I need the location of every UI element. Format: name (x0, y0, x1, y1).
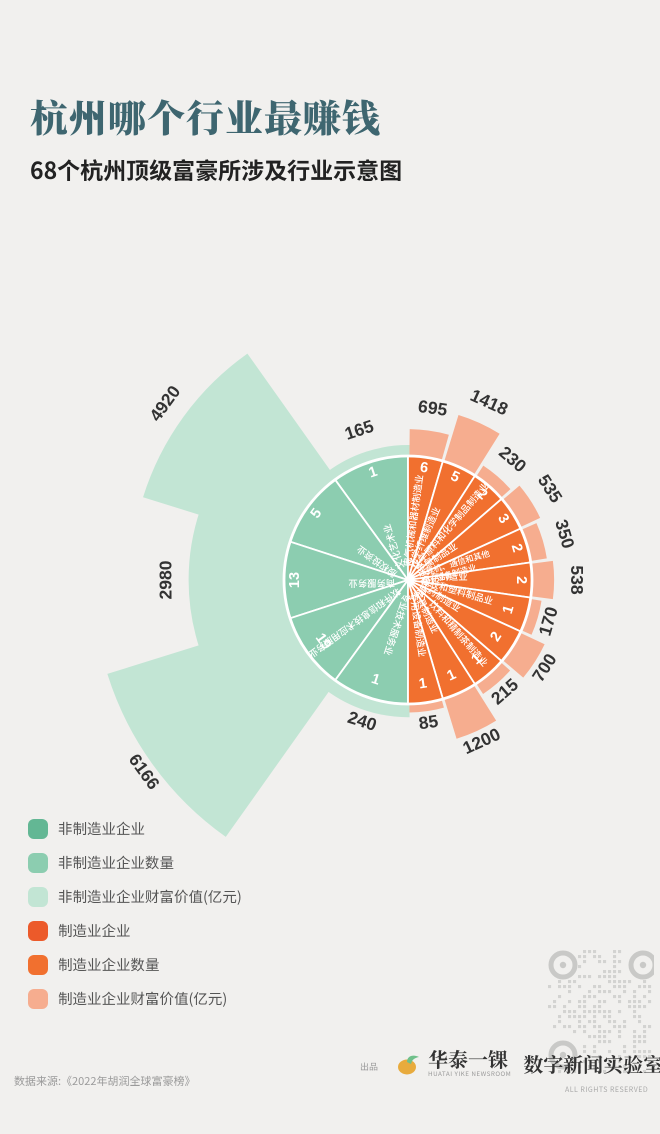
svg-text:695: 695 (417, 396, 449, 420)
svg-text:4920: 4920 (145, 381, 184, 424)
svg-text:538: 538 (567, 565, 587, 594)
svg-text:1418: 1418 (467, 385, 511, 419)
svg-text:商务服务业: 商务服务业 (349, 577, 396, 591)
svg-text:2: 2 (513, 576, 529, 584)
svg-text:535: 535 (534, 471, 567, 507)
svg-text:13: 13 (287, 572, 303, 588)
svg-text:2980: 2980 (156, 560, 176, 599)
svg-text:85: 85 (417, 711, 439, 734)
svg-text:165: 165 (342, 416, 376, 444)
svg-text:350: 350 (551, 517, 578, 551)
svg-text:230: 230 (495, 442, 530, 476)
